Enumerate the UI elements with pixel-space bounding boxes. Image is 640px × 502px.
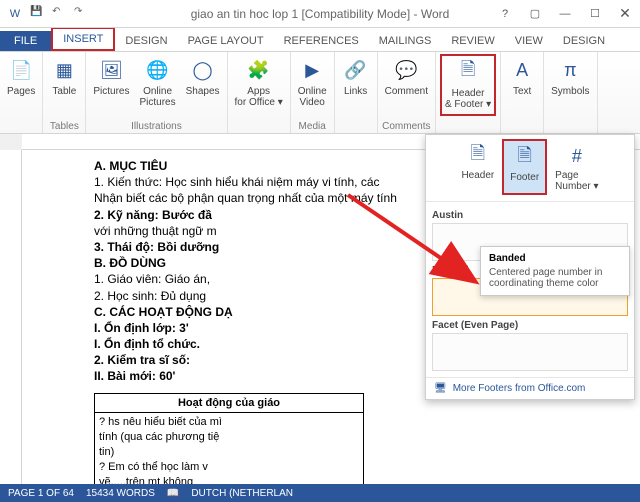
pictures-icon: 🖼 bbox=[97, 56, 125, 84]
ribbon-table-button[interactable]: ▦Table bbox=[47, 54, 81, 116]
dropdown-header-button[interactable]: 🗎Header bbox=[455, 139, 500, 195]
ribbon-tab-page-layout[interactable]: PAGE LAYOUT bbox=[178, 31, 274, 51]
ribbon: 📄Pages ▦Table Tables 🖼Pictures🌐OnlinePictur… bbox=[0, 52, 640, 134]
quick-access-toolbar: 💾 ↶ ↷ bbox=[30, 6, 90, 22]
dropdown-page-number--button[interactable]: #PageNumber ▾ bbox=[549, 139, 604, 195]
minimize-button[interactable]: — bbox=[550, 3, 580, 25]
links-icon: 🔗 bbox=[342, 56, 370, 84]
ribbon-tab-mailings[interactable]: MAILINGS bbox=[369, 31, 442, 51]
apps-for-office--icon: 🧩 bbox=[245, 56, 273, 84]
redo-icon[interactable]: ↷ bbox=[74, 6, 90, 22]
more-footers-link[interactable]: 🖥 More Footers from Office.com bbox=[426, 377, 634, 399]
doc-table: Hoạt động của giáo? hs nêu hiểu biết của… bbox=[94, 393, 364, 484]
dropdown-header: 🗎Header🗎Footer#PageNumber ▾ bbox=[426, 135, 634, 202]
ribbon-tab-design[interactable]: DESIGN bbox=[553, 31, 615, 51]
text-icon: A bbox=[508, 56, 536, 84]
ribbon-group-label: Media bbox=[299, 120, 326, 132]
dropdown-footer-button[interactable]: 🗎Footer bbox=[502, 139, 547, 195]
gallery-tooltip: Banded Centered page number in coordinat… bbox=[480, 246, 630, 296]
ribbon-shapes-button[interactable]: ◯Shapes bbox=[183, 54, 223, 116]
app-icon: W bbox=[4, 3, 26, 25]
gallery-section-title: Facet (Even Page) bbox=[432, 320, 628, 331]
ribbon-text-button[interactable]: AText bbox=[505, 54, 539, 116]
ribbon-tab-review[interactable]: REVIEW bbox=[441, 31, 504, 51]
window-title: giao an tin hoc lop 1 [Compatibility Mod… bbox=[191, 7, 450, 21]
status-bar: PAGE 1 OF 64 15434 WORDS 📖 DUTCH (NETHER… bbox=[0, 484, 640, 502]
status-words[interactable]: 15434 WORDS bbox=[86, 488, 155, 499]
gallery-section-title: Austin bbox=[432, 210, 628, 221]
ribbon-group-label: Tables bbox=[50, 120, 79, 132]
vertical-ruler bbox=[0, 150, 22, 484]
gallery-item-facet-even-page-[interactable] bbox=[432, 333, 628, 371]
ribbon-tab-file[interactable]: FILE bbox=[0, 31, 51, 51]
ribbon-tab-references[interactable]: REFERENCES bbox=[274, 31, 369, 51]
status-language[interactable]: DUTCH (NETHERLAN bbox=[191, 488, 293, 499]
ribbon-apps-for-office--button[interactable]: 🧩Appsfor Office ▾ bbox=[232, 54, 286, 116]
more-footers-label: More Footers from Office.com bbox=[453, 383, 586, 394]
ribbon-group-label: Comments bbox=[382, 120, 430, 132]
tooltip-body: Centered page number in coordinating the… bbox=[489, 267, 621, 289]
ribbon-tab-insert[interactable]: INSERT bbox=[51, 27, 115, 51]
tooltip-title: Banded bbox=[489, 253, 621, 264]
ribbon-online-pictures-button[interactable]: 🌐OnlinePictures bbox=[136, 54, 178, 116]
ribbon-online-video-button[interactable]: ▶OnlineVideo bbox=[295, 54, 330, 116]
ribbon-pages-button[interactable]: 📄Pages bbox=[4, 54, 38, 116]
symbols-icon: π bbox=[556, 56, 584, 84]
status-page[interactable]: PAGE 1 OF 64 bbox=[8, 488, 74, 499]
ribbon-pictures-button[interactable]: 🖼Pictures bbox=[90, 54, 132, 116]
help-icon[interactable]: ? bbox=[490, 3, 520, 25]
table-icon: ▦ bbox=[50, 56, 78, 84]
pages-icon: 📄 bbox=[7, 56, 35, 84]
ribbon-comment-button[interactable]: 💬Comment bbox=[382, 54, 431, 116]
ribbon-options-icon[interactable]: ▢ bbox=[520, 3, 550, 25]
office-icon: 🖥 bbox=[434, 383, 447, 394]
shapes-icon: ◯ bbox=[189, 56, 217, 84]
status-proof-icon[interactable]: 📖 bbox=[167, 488, 179, 499]
header-footer--icon: 🗎 bbox=[454, 58, 482, 86]
ribbon-links-button[interactable]: 🔗Links bbox=[339, 54, 373, 116]
ribbon-tabs: FILEINSERTDESIGNPAGE LAYOUTREFERENCESMAI… bbox=[0, 28, 640, 52]
maximize-button[interactable]: ☐ bbox=[580, 3, 610, 25]
close-button[interactable]: ✕ bbox=[610, 3, 640, 25]
ribbon-symbols-button[interactable]: πSymbols bbox=[548, 54, 592, 116]
save-icon[interactable]: 💾 bbox=[30, 6, 46, 22]
ribbon-tab-view[interactable]: VIEW bbox=[505, 31, 553, 51]
online-pictures-icon: 🌐 bbox=[144, 56, 172, 84]
ribbon-header-footer--button[interactable]: 🗎Header& Footer ▾ bbox=[440, 54, 496, 116]
comment-icon: 💬 bbox=[392, 56, 420, 84]
title-bar: W 💾 ↶ ↷ giao an tin hoc lop 1 [Compatibi… bbox=[0, 0, 640, 28]
online-video-icon: ▶ bbox=[298, 56, 326, 84]
ribbon-tab-design[interactable]: DESIGN bbox=[115, 31, 177, 51]
ribbon-group-label: Illustrations bbox=[131, 120, 182, 132]
undo-icon[interactable]: ↶ bbox=[52, 6, 68, 22]
